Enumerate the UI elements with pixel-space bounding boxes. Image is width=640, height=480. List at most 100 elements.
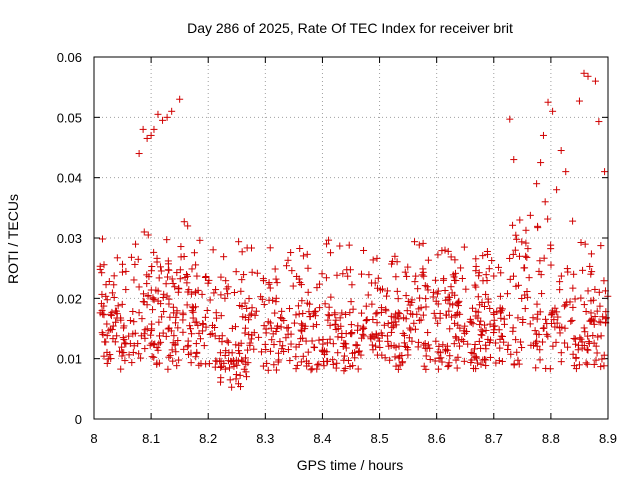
- data-point: [232, 268, 240, 276]
- data-point: [476, 301, 484, 309]
- data-point: [240, 271, 248, 279]
- data-point: [358, 270, 366, 278]
- x-tick-label: 8.1: [142, 431, 160, 446]
- data-point: [98, 235, 106, 243]
- data-point: [458, 274, 466, 282]
- data-point: [446, 325, 454, 333]
- data-point: [394, 309, 402, 317]
- data-point: [424, 329, 432, 337]
- data-point: [556, 278, 564, 286]
- data-point: [153, 258, 161, 266]
- data-point: [329, 340, 337, 348]
- data-point: [601, 168, 609, 176]
- data-point: [481, 302, 489, 310]
- data-point: [549, 107, 557, 115]
- data-point: [190, 249, 198, 257]
- data-point: [277, 323, 285, 331]
- data-point: [584, 346, 592, 354]
- data-point: [228, 349, 236, 357]
- data-point: [586, 262, 594, 270]
- data-point: [272, 327, 280, 335]
- data-point: [181, 274, 189, 282]
- data-point: [114, 302, 122, 310]
- data-point: [554, 313, 562, 321]
- data-point: [597, 242, 605, 250]
- data-point: [323, 357, 331, 365]
- data-point: [290, 319, 298, 327]
- data-point: [569, 350, 577, 358]
- data-point: [386, 356, 394, 364]
- data-point: [533, 342, 541, 350]
- data-point: [137, 354, 145, 362]
- data-point: [267, 324, 275, 332]
- data-point: [298, 327, 306, 335]
- data-point: [365, 271, 373, 279]
- data-point: [407, 326, 415, 334]
- data-point: [596, 302, 604, 310]
- data-point: [152, 286, 160, 294]
- data-point: [166, 351, 174, 359]
- data-point: [173, 309, 181, 317]
- data-point: [587, 309, 595, 317]
- data-point: [325, 236, 333, 244]
- data-point: [292, 311, 300, 319]
- data-point: [551, 323, 559, 331]
- data-point: [484, 295, 492, 303]
- data-point: [336, 242, 344, 250]
- data-point: [547, 241, 555, 249]
- data-point: [127, 253, 135, 261]
- data-point: [132, 240, 140, 248]
- data-point: [273, 279, 281, 287]
- data-point: [278, 315, 286, 323]
- data-point: [334, 349, 342, 357]
- data-point: [306, 312, 314, 320]
- data-point: [129, 307, 137, 315]
- data-point: [510, 156, 518, 164]
- data-point: [600, 277, 608, 285]
- data-point: [176, 266, 184, 274]
- data-point: [121, 339, 129, 347]
- data-point: [591, 77, 599, 85]
- data-point: [426, 356, 434, 364]
- data-point: [368, 300, 376, 308]
- data-point: [533, 337, 541, 345]
- data-point: [434, 319, 442, 327]
- data-point: [439, 276, 447, 284]
- data-point: [533, 315, 541, 323]
- data-point: [560, 302, 568, 310]
- data-point: [103, 359, 111, 367]
- data-point: [267, 347, 275, 355]
- data-point: [292, 353, 300, 361]
- data-point: [130, 318, 138, 326]
- data-point: [594, 333, 602, 341]
- data-point: [476, 321, 484, 329]
- data-point: [393, 258, 401, 266]
- data-point: [535, 331, 543, 339]
- data-point: [372, 330, 380, 338]
- data-point: [522, 239, 530, 247]
- data-point: [383, 292, 391, 300]
- data-point: [557, 147, 565, 155]
- data-point: [449, 301, 457, 309]
- data-point: [192, 340, 200, 348]
- data-point: [176, 275, 184, 283]
- data-point: [177, 243, 185, 251]
- data-point: [259, 275, 267, 283]
- data-point: [240, 365, 248, 373]
- data-point: [221, 365, 229, 373]
- data-point: [547, 261, 555, 269]
- data-point: [126, 340, 134, 348]
- data-point: [150, 353, 158, 361]
- data-point: [343, 266, 351, 274]
- data-point: [294, 302, 302, 310]
- data-point: [509, 250, 517, 258]
- data-point: [424, 256, 432, 264]
- data-point: [168, 346, 176, 354]
- data-point: [337, 322, 345, 330]
- data-point: [220, 359, 228, 367]
- data-point: [157, 338, 165, 346]
- data-point: [222, 277, 230, 285]
- data-point: [187, 325, 195, 333]
- data-point: [325, 303, 333, 311]
